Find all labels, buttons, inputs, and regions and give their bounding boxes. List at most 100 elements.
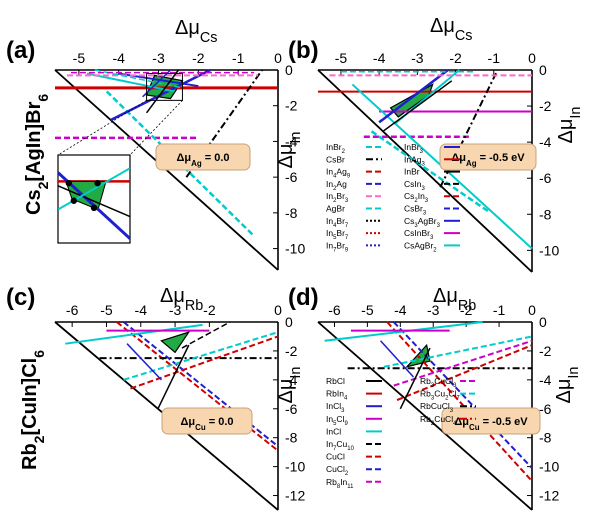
- x-tick-label: -2: [192, 50, 205, 66]
- inset-vertex: [65, 179, 73, 187]
- x-tick-labels: -6 -5 -4 -3 -2 0: [66, 302, 282, 327]
- y-tick-label: -4: [285, 372, 298, 388]
- legend-label: CsBr3: [404, 204, 427, 217]
- legend-label: InAg3: [404, 154, 426, 167]
- x-tick-label: -4: [112, 50, 125, 66]
- y-tick-label: -10: [539, 459, 559, 475]
- x-tick-label: -6: [328, 302, 341, 318]
- y-tick-label: -4: [285, 133, 298, 149]
- series-line: [379, 340, 415, 378]
- y-axis-title: ΔμIn: [275, 367, 304, 404]
- y-tick-label: -10: [285, 459, 305, 475]
- series-line: [126, 343, 162, 381]
- x-tick-label: -5: [335, 50, 348, 66]
- x-tick-label: 0: [528, 302, 536, 318]
- zoom-source-box: [146, 73, 183, 101]
- legend-entry: In5Cl9: [326, 414, 382, 427]
- y-tick-label: 0: [539, 62, 547, 78]
- condition-box: [161, 407, 253, 435]
- panel-a: -5 -4 -3 -2 -1 00-2-4-6-8-10ΔμCsΔμIn(a)Cs2[Ag…: [6, 17, 305, 271]
- legend-entry: Cs3AgBr3: [404, 216, 460, 229]
- legend-label: In5Cl9: [326, 414, 348, 427]
- y-tick-labels: 0 -2 -4 -6 -8 -10 -12: [273, 314, 305, 504]
- y-tick-label: -6: [539, 401, 552, 417]
- condition-box: [439, 143, 537, 171]
- inset-vertex: [94, 179, 101, 187]
- series-line: [65, 323, 203, 345]
- y-tick-label: -10: [285, 241, 305, 257]
- x-tick-label: -3: [152, 50, 165, 66]
- legend-entry: InAg3: [404, 154, 460, 167]
- y-tick-label: -8: [539, 206, 552, 222]
- condition-text: ΔμAg = 0.0: [176, 152, 229, 168]
- legend-label: RbCuCl3: [420, 401, 454, 414]
- condition-box: [155, 143, 251, 171]
- x-tick-label: 0: [274, 50, 282, 66]
- legend-label: In5Br7: [326, 228, 348, 241]
- legend-label: InBr2: [326, 142, 345, 155]
- y-tick-label: -2: [285, 98, 298, 114]
- legend-entry: Rb3CuCl3: [420, 376, 476, 389]
- legend-entry: RbCl: [326, 376, 382, 386]
- series-line: [86, 72, 175, 93]
- legend-label: In4Br7: [326, 216, 348, 229]
- x-tick-label: -5: [73, 50, 86, 66]
- x-tick-label: -3: [427, 302, 440, 318]
- zoom-inset: [57, 73, 183, 244]
- legend-label: Cs2In3: [404, 191, 429, 204]
- condition-badge: ΔμAg = -0.5 eV: [439, 143, 537, 171]
- condition-badge: ΔμCu = -0.5 eV: [441, 407, 541, 435]
- y-tick-label: -8: [539, 430, 552, 446]
- legend-entry: In2Br3: [326, 191, 382, 204]
- x-tick-label: -2: [460, 302, 473, 318]
- condition-badge: ΔμAg = 0.0: [155, 143, 251, 171]
- x-tick-label: -1: [232, 50, 245, 66]
- legend-label: InBr3: [404, 142, 424, 155]
- legend-label: CsBr: [326, 154, 345, 164]
- boundary-line: [317, 321, 533, 511]
- stable-region: [160, 331, 191, 354]
- legend-label: Rb2CuCl4: [420, 414, 457, 427]
- y-tick-label: 0: [285, 314, 293, 330]
- series-line: [393, 339, 533, 387]
- inset-content: [58, 167, 130, 240]
- y-tick-labels: 0 -2 -4 -6 -8 -10 -12: [527, 314, 559, 504]
- x-axis-title: ΔμRb: [433, 285, 476, 314]
- x-tick-label: -1: [493, 302, 506, 318]
- x-tick-label: -3: [411, 50, 424, 66]
- legend-label: CsAgBr2: [404, 240, 437, 253]
- y-tick-label: -8: [285, 430, 298, 446]
- x-tick-label: -2: [203, 302, 216, 318]
- legend-label: RbCl: [326, 376, 345, 386]
- x-tick-label: -5: [361, 302, 374, 318]
- legend-entry: InBr3: [404, 142, 460, 155]
- x-tick-label: 0: [528, 50, 536, 66]
- x-axis-title: ΔμCs: [175, 17, 217, 46]
- series-lines: [324, 321, 533, 482]
- panel-d: -6 -5 -4 -3 -2 -1 00-2-4-6-8-10-12ΔμRbΔμIn(d)Δ…: [288, 284, 582, 511]
- legend-label: Rb3CuCl3: [420, 376, 457, 389]
- y-tick-label: -4: [539, 134, 552, 150]
- x-tick-label: -1: [488, 50, 501, 66]
- panel-label: (d): [288, 284, 319, 311]
- condition-badge: ΔμCu = 0.0: [161, 407, 253, 435]
- legend-entry: CsBr3: [404, 204, 460, 217]
- legend-entry: CsBr: [326, 154, 382, 164]
- zoom-connector: [129, 100, 183, 156]
- legend-label: In2Br3: [326, 191, 349, 204]
- series-line: [383, 335, 533, 368]
- condition-text: ΔμAg = -0.5 eV: [451, 152, 525, 168]
- series-line: [181, 321, 231, 349]
- y-axis-title: ΔμIn: [555, 107, 584, 144]
- legend-entry: In5Br7: [326, 228, 382, 241]
- y-tick-labels: 0 -2 -4 -6 -8 -10: [273, 62, 305, 257]
- inset-vertex: [70, 197, 78, 204]
- legend-entry: RbCuCl3: [420, 401, 476, 414]
- series-line: [145, 69, 180, 114]
- legend-label: InCl: [326, 426, 341, 436]
- legend-entry: In2Ag: [326, 179, 382, 192]
- legend-entry: CuCl: [326, 452, 382, 462]
- legend-label: RbIn4: [326, 389, 348, 402]
